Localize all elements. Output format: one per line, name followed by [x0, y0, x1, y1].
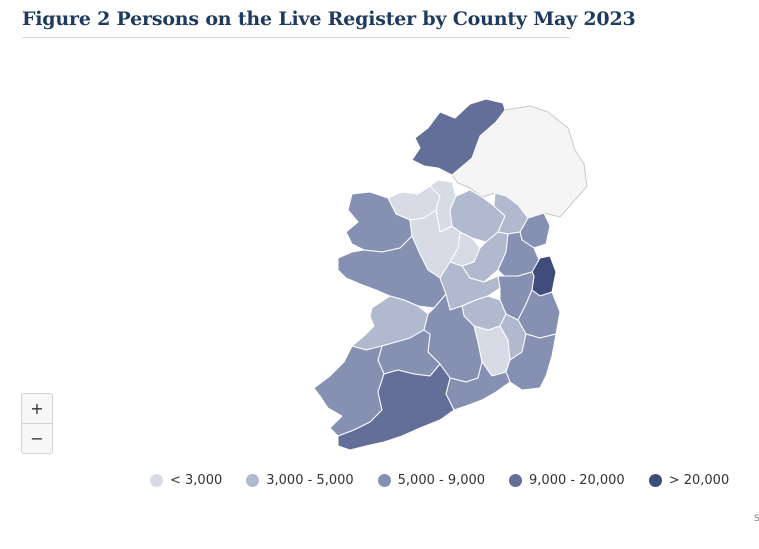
corner-mark: S	[754, 514, 759, 524]
legend-swatch	[509, 474, 523, 487]
map-legend: < 3,000 3,000 - 5,000 5,000 - 9,000 9,00…	[150, 473, 729, 488]
zoom-control: + −	[21, 393, 53, 454]
legend-label: > 20,000	[668, 473, 730, 488]
county-cork[interactable]: Cork	[337, 363, 455, 451]
legend-swatch	[648, 474, 662, 487]
zoom-divider	[22, 423, 52, 424]
page-title: Figure 2 Persons on the Live Register by…	[22, 8, 636, 30]
legend-label: 3,000 - 5,000	[266, 473, 354, 488]
legend-item[interactable]: 3,000 - 5,000	[246, 473, 354, 488]
legend-swatch	[150, 474, 163, 487]
legend-swatch	[246, 474, 260, 487]
title-divider	[22, 37, 570, 38]
legend-item[interactable]: < 3,000	[150, 473, 222, 488]
legend-item[interactable]: > 20,000	[648, 473, 730, 488]
legend-label: < 3,000	[170, 473, 223, 488]
legend-item[interactable]: 5,000 - 9,000	[377, 473, 486, 488]
zoom-out-button[interactable]: −	[30, 429, 44, 448]
county-donegal[interactable]: Donegal	[411, 98, 506, 176]
legend-label: 5,000 - 9,000	[397, 473, 486, 488]
legend-swatch	[377, 474, 391, 487]
zoom-in-button[interactable]: +	[30, 399, 44, 418]
legend-item[interactable]: 9,000 - 20,000	[509, 473, 625, 488]
county-wexford[interactable]: Wexford	[505, 333, 557, 391]
legend-label: 9,000 - 20,000	[529, 473, 625, 488]
